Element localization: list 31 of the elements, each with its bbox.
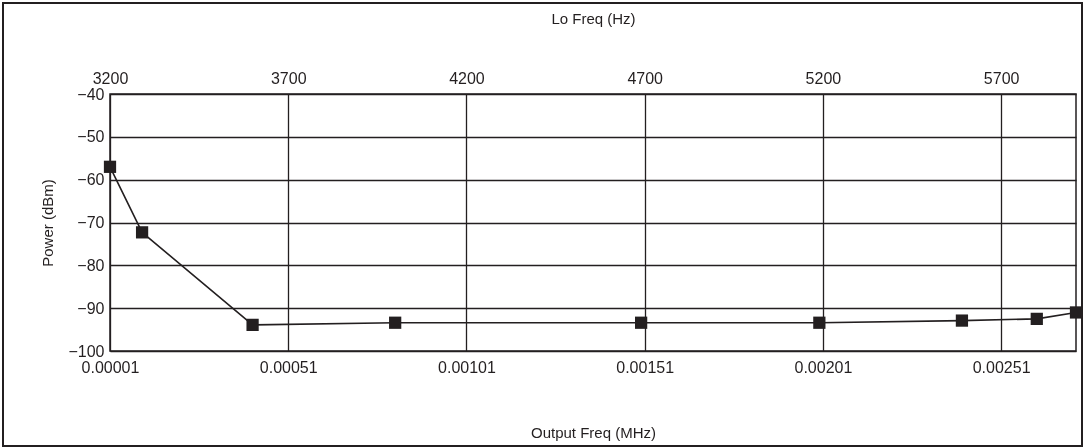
x-tick-label: 0.00151 (616, 358, 675, 376)
y-axis-title: Power (dBm) (39, 179, 57, 267)
x-tick-label: 0.00101 (438, 358, 496, 376)
point (813, 316, 826, 329)
y-tick-label: −70 (77, 214, 105, 231)
x2-tick-label: 3200 (92, 69, 129, 87)
y-tick-label: −60 (77, 171, 105, 189)
x2-tick-label: 3700 (270, 69, 307, 87)
x-tick-label: 0.00251 (972, 358, 1031, 376)
x-tick-label: 0.00201 (794, 358, 853, 376)
x2-tick-label: 5200 (805, 69, 842, 87)
y-tick-label: −80 (77, 256, 105, 274)
point (955, 314, 969, 327)
point (389, 316, 402, 329)
point (103, 160, 117, 173)
point (246, 318, 259, 331)
x-tick-label: 0.00001 (81, 358, 140, 376)
point (1069, 306, 1083, 319)
x-tick-label: 0.00051 (259, 358, 318, 376)
point (1030, 312, 1043, 325)
x2-axis-title: Lo Freq (Hz) (551, 9, 636, 27)
y-tick-label: −100 (68, 342, 105, 360)
x2-tick-label: 4700 (627, 69, 664, 87)
y-tick-label: −40 (77, 85, 105, 103)
y-tick-label: −50 (77, 128, 105, 146)
point (635, 316, 648, 329)
y-tick-label: −90 (77, 299, 105, 317)
point (135, 226, 149, 239)
x-axis-title: Output Freq (MHz) (530, 423, 657, 441)
x2-tick-label: 4200 (449, 69, 485, 87)
x2-tick-label: 5700 (983, 69, 1020, 87)
